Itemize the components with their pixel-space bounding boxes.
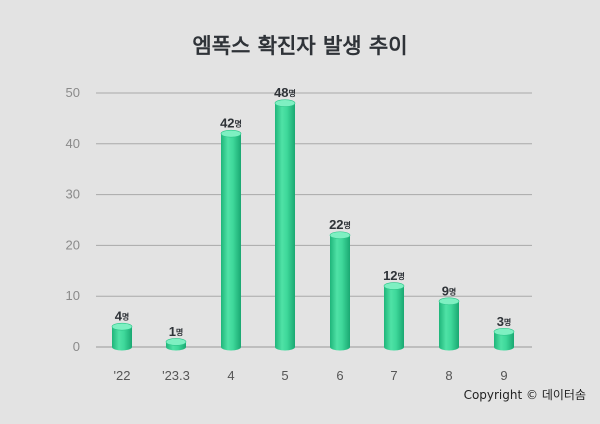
bar-top — [383, 282, 405, 290]
bar-9 — [493, 327, 515, 351]
value-label: 3명 — [497, 314, 512, 329]
bar-'22 — [111, 322, 133, 351]
copyright-text: Copyright © 데이터솜 — [464, 388, 586, 402]
value-label: 12명 — [383, 268, 405, 283]
bar-top — [274, 99, 296, 107]
x-tick-label: 4 — [227, 368, 234, 383]
bar-top — [329, 231, 351, 240]
y-tick-label: 0 — [73, 339, 80, 354]
grid-lines — [96, 92, 532, 348]
value-labels: 4명 1명 42명 48명 22명 12명 9명 3명 — [115, 85, 512, 339]
x-axis: '22 '23.3 4 5 6 7 8 9 — [114, 368, 508, 383]
bar-body — [275, 103, 295, 351]
value-label: 1명 — [169, 324, 184, 339]
bar-top — [165, 338, 187, 346]
value-label: 9명 — [442, 283, 457, 298]
value-label: 4명 — [115, 309, 130, 324]
x-tick-label: 8 — [445, 368, 452, 383]
bar-6 — [329, 231, 351, 351]
bar-body — [439, 301, 459, 351]
bar-top — [493, 327, 515, 336]
y-tick-label: 40 — [66, 136, 80, 151]
y-axis: 0 10 20 30 40 50 — [66, 85, 80, 354]
chart-title: 엠폭스 확진자 발생 추이 — [192, 34, 407, 58]
bar-body — [494, 331, 514, 351]
bars — [111, 99, 515, 351]
bar-top — [438, 297, 460, 306]
bar-4 — [220, 129, 242, 351]
value-label: 42명 — [220, 116, 242, 131]
y-tick-label: 20 — [66, 237, 80, 252]
bar-'23.3 — [165, 338, 187, 351]
bar-body — [221, 133, 241, 351]
x-tick-label: '23.3 — [162, 368, 190, 383]
x-tick-label: 6 — [336, 368, 343, 383]
bar-body — [384, 286, 404, 351]
x-tick-label: '22 — [114, 368, 131, 383]
value-label: 22명 — [329, 217, 351, 232]
bar-top — [111, 322, 133, 331]
bar-5 — [274, 99, 296, 351]
y-tick-label: 50 — [66, 85, 80, 100]
bar-body — [112, 326, 132, 351]
bar-body — [330, 235, 350, 351]
bar-7 — [383, 282, 405, 351]
x-tick-label: 7 — [390, 368, 397, 383]
y-tick-label: 10 — [66, 288, 80, 303]
bar-8 — [438, 297, 460, 351]
y-tick-label: 30 — [66, 187, 80, 202]
bar-top — [220, 129, 242, 138]
x-tick-label: 9 — [500, 368, 507, 383]
x-tick-label: 5 — [281, 368, 288, 383]
value-label: 48명 — [274, 85, 296, 100]
